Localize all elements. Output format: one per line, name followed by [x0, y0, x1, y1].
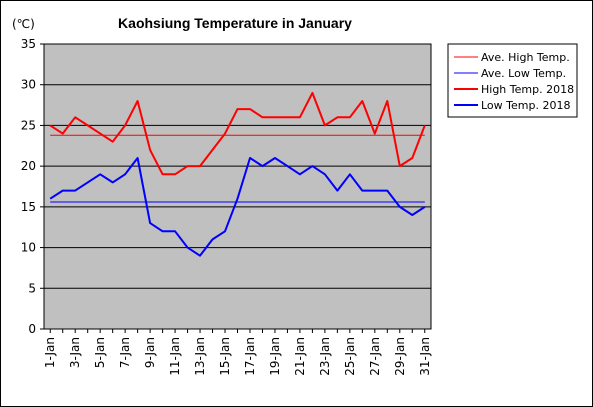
y-tick-label: 30 [21, 78, 36, 92]
x-tick-label: 15-Jan [218, 337, 232, 376]
x-tick-label: 27-Jan [368, 337, 382, 376]
y-tick-label: 10 [21, 241, 36, 255]
y-tick-label: 25 [21, 118, 36, 132]
legend-label: Ave. Low Temp. [481, 67, 566, 80]
x-tick-label: 3-Jan [68, 337, 82, 368]
x-tick-label: 31-Jan [418, 337, 432, 376]
series-line-4 [49, 157, 426, 257]
x-tick-label: 5-Jan [93, 337, 107, 368]
x-tick-label: 17-Jan [243, 337, 257, 376]
legend-label: Ave. High Temp. [481, 51, 570, 64]
x-tick-label: 25-Jan [343, 337, 357, 376]
x-tick-label: 23-Jan [318, 337, 332, 376]
grid-lines [44, 84, 431, 289]
x-tick-label: 29-Jan [393, 337, 407, 376]
axes: 0 5 10 15 20 25 30 35 1-Jan 3-Jan 5-Jan 7-Jan 9-Jan 1… [21, 37, 432, 376]
x-tick-label: 19-Jan [268, 337, 282, 376]
data-series [49, 91, 426, 257]
x-tick-label: 21-Jan [293, 337, 307, 376]
legend-label: High Temp. 2018 [481, 83, 574, 96]
x-tick-label: 7-Jan [118, 337, 132, 368]
x-tick-label: 11-Jan [168, 337, 182, 376]
legend: Ave. High Temp. Ave. Low Temp. High Temp. … [454, 51, 574, 112]
x-tick-label: 9-Jan [143, 337, 157, 368]
y-tick-label: 35 [21, 37, 36, 51]
unit-label: (℃) [12, 17, 35, 31]
y-tick-label: 20 [21, 159, 36, 173]
y-tick-label: 5 [28, 281, 36, 295]
legend-label: Low Temp. 2018 [481, 99, 570, 112]
chart-title: Kaohsiung Temperature in January [118, 15, 352, 31]
plot-area [43, 43, 432, 330]
y-tick-label: 15 [21, 200, 36, 214]
x-tick-label: 13-Jan [193, 337, 207, 376]
x-tick-label: 1-Jan [43, 337, 57, 368]
y-tick-label: 0 [28, 322, 36, 336]
series-line-3 [49, 91, 426, 176]
